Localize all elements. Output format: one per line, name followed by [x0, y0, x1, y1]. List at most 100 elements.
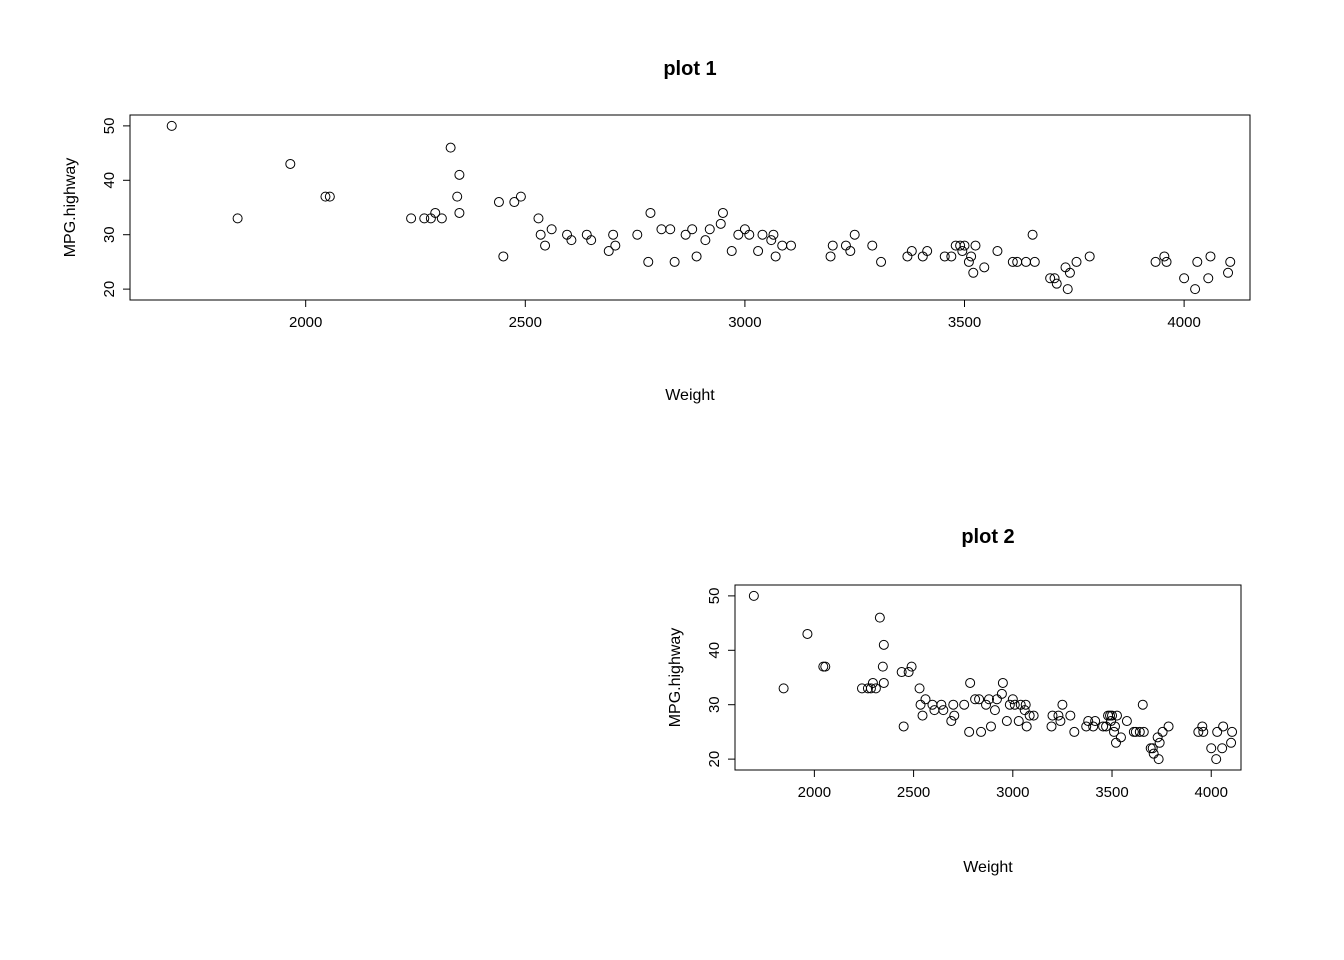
data-point [1204, 274, 1213, 283]
y-tick-label: 50 [101, 118, 118, 135]
data-point [803, 629, 812, 638]
x-tick-label: 3000 [996, 784, 1029, 801]
data-point [1030, 257, 1039, 266]
data-point [536, 230, 545, 239]
data-point [875, 613, 884, 622]
data-point [233, 214, 242, 223]
data-point [877, 257, 886, 266]
data-point [980, 263, 989, 272]
data-point [958, 247, 967, 256]
data-point [1213, 727, 1222, 736]
data-point [990, 706, 999, 715]
x-tick-label: 2500 [897, 784, 930, 801]
data-point [767, 236, 776, 245]
data-point [516, 192, 525, 201]
data-point [907, 662, 916, 671]
data-point [1089, 722, 1098, 731]
data-point [688, 225, 697, 234]
y-tick-label: 30 [101, 226, 118, 243]
data-point [947, 717, 956, 726]
data-point [1052, 279, 1061, 288]
data-point [754, 247, 763, 256]
data-point [1135, 727, 1144, 736]
data-point [499, 252, 508, 261]
data-point [969, 268, 978, 277]
data-point [1224, 268, 1233, 277]
data-point [778, 241, 787, 250]
data-point [826, 252, 835, 261]
data-point [787, 241, 796, 250]
data-point [965, 727, 974, 736]
data-point [1091, 717, 1100, 726]
data-point [455, 170, 464, 179]
figure-canvas: plot 1 2000 2500 3000 3500 4000 20 30 40 50 Weight… [0, 0, 1344, 960]
data-point [779, 684, 788, 693]
data-point [1066, 711, 1075, 720]
data-point [1028, 230, 1037, 239]
x-tick-label: 2000 [289, 314, 322, 331]
data-point [1149, 749, 1158, 758]
data-point [1054, 711, 1063, 720]
data-point [1191, 285, 1200, 294]
data-point [1002, 717, 1011, 726]
x-axis-label: Weight [665, 387, 715, 404]
data-point [1151, 257, 1160, 266]
data-point [949, 700, 958, 709]
data-point [1122, 717, 1131, 726]
scatter-points [749, 591, 1236, 763]
data-point [407, 214, 416, 223]
y-tick-label: 20 [101, 281, 118, 298]
data-point [915, 684, 924, 693]
x-tick-label: 3500 [1095, 784, 1128, 801]
data-point [986, 722, 995, 731]
data-point [971, 241, 980, 250]
y-tick-label: 40 [101, 172, 118, 189]
data-point [977, 727, 986, 736]
data-point [534, 214, 543, 223]
data-point [819, 662, 828, 671]
x-tick-label: 3500 [948, 314, 981, 331]
data-point [1180, 274, 1189, 283]
data-point [1070, 727, 1079, 736]
data-point [1063, 285, 1072, 294]
data-point [769, 230, 778, 239]
data-point [997, 689, 1006, 698]
data-point [850, 230, 859, 239]
data-point [455, 208, 464, 217]
data-point [541, 241, 550, 250]
y-tick-label: 40 [706, 642, 723, 659]
x-tick-label: 2000 [798, 784, 831, 801]
data-point [1162, 257, 1171, 266]
plot-title: plot 2 [961, 526, 1014, 548]
data-point [1155, 738, 1164, 747]
plot-title: plot 1 [663, 58, 716, 80]
data-point [1227, 738, 1236, 747]
data-point [1025, 711, 1034, 720]
x-tick-label: 4000 [1167, 314, 1200, 331]
data-point [928, 700, 937, 709]
data-point [1029, 711, 1038, 720]
scatter-points [167, 121, 1235, 293]
data-point [666, 225, 675, 234]
y-axis-label: MPG.highway [62, 158, 79, 258]
data-point [899, 722, 908, 731]
data-point [758, 230, 767, 239]
data-point [1085, 252, 1094, 261]
data-point [1138, 700, 1147, 709]
data-point [670, 257, 679, 266]
data-point [1219, 722, 1228, 731]
plot-frame [130, 115, 1250, 300]
data-point [821, 662, 830, 671]
data-point [1008, 695, 1017, 704]
data-point [633, 230, 642, 239]
data-point [971, 695, 980, 704]
data-point [1228, 727, 1237, 736]
x-tick-label: 2500 [509, 314, 542, 331]
data-point [1058, 700, 1067, 709]
y-tick-label: 30 [706, 696, 723, 713]
data-point [947, 252, 956, 261]
data-point [644, 257, 653, 266]
data-point [918, 711, 927, 720]
data-point [718, 208, 727, 217]
data-point [879, 678, 888, 687]
